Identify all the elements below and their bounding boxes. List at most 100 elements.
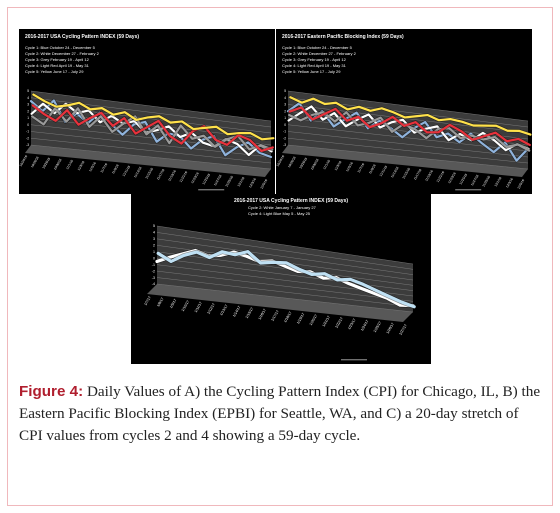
y-tick-label: 4 — [153, 231, 155, 235]
y-tick-label: 1 — [284, 116, 286, 120]
y-tick-label: -3 — [26, 143, 29, 147]
x-tick-label: 1/21/17 — [322, 315, 331, 327]
x-tick-label: 10/26/16 — [30, 155, 40, 168]
y-tick-label: -2 — [26, 136, 29, 140]
x-tick-label: 11/23/16 — [447, 171, 457, 184]
x-tick-label: 11/5/16 — [88, 161, 97, 172]
series-line-light-red — [288, 106, 531, 147]
chart-panel-cpi-20day: 2016-2017 USA Cycling Pattern INDEX (59 … — [131, 194, 431, 364]
x-tick-label: 1/23/17 — [347, 318, 356, 330]
y-tick-label: 1 — [27, 116, 29, 120]
legend-entry-white: Cycle 2: White December 27 - February 2 — [25, 51, 99, 56]
gridline — [156, 238, 414, 275]
x-tick-label: 1/20/17 — [309, 314, 318, 326]
footer-mark — [455, 189, 482, 191]
series-line-grey — [288, 111, 531, 152]
x-tick-label: 1/25/17 — [373, 321, 382, 333]
x-tick-label: 1/26/17 — [386, 322, 395, 334]
y-tick-label: 4 — [284, 96, 286, 100]
x-tick-label: 11/15/16 — [401, 167, 411, 180]
series-line-yellow — [289, 96, 532, 136]
chart-panel-cpi: 2016-2017 USA Cycling Pattern INDEX (59 … — [19, 29, 275, 194]
x-tick-label: 11/9/16 — [368, 163, 377, 174]
gridline — [30, 144, 272, 170]
x-tick-label: 10/28/16 — [41, 157, 51, 170]
series-line-light-red — [31, 104, 274, 153]
x-tick-label: 10/30/16 — [310, 158, 320, 171]
x-tick-label: 11/11/16 — [379, 165, 389, 178]
figure-label: Figure 4: — [19, 383, 84, 400]
legend-entry-light-red: Cycle 4: Light Red April 19 - May 31 — [282, 63, 346, 68]
y-tick-label: -1 — [152, 263, 155, 267]
chart-title: 2016-2017 Eastern Pacific Blocking Index… — [282, 34, 404, 40]
x-tick-label: 11/25/16 — [202, 173, 212, 186]
series-line-blue — [286, 102, 530, 162]
x-tick-label: 12/5/16 — [259, 178, 268, 189]
legend-entry-yellow: Cycle 5: Yellow June 17 - July 29 — [25, 69, 84, 74]
x-tick-label: 11/11/16 — [122, 165, 132, 178]
chart-panel-epbi: 2016-2017 Eastern Pacific Blocking Index… — [276, 29, 532, 194]
gridline — [287, 90, 529, 122]
x-tick-label: 10/24/16 — [19, 154, 28, 167]
x-tick-label: 11/7/16 — [100, 162, 109, 173]
footer-mark — [341, 359, 367, 361]
legend-entry-grey: Cycle 3: Grey February 19 - April 12 — [25, 57, 89, 62]
legend-entry-light-red: Cycle 4: Light Red April 19 - May 31 — [25, 63, 89, 68]
gridline — [287, 104, 529, 134]
x-tick-label: 11/3/16 — [77, 160, 86, 171]
chart-floor — [25, 145, 271, 177]
y-tick-label: 3 — [153, 237, 155, 241]
y-tick-label: 5 — [27, 89, 29, 93]
x-tick-label: 1/18/17 — [283, 311, 292, 323]
gridline — [287, 144, 529, 170]
x-tick-label: 1/17/17 — [270, 310, 279, 322]
figure-caption: Figure 4: Daily Values of A) the Cycling… — [19, 381, 544, 446]
y-tick-label: 5 — [284, 89, 286, 93]
x-tick-label: 1/11/17 — [194, 301, 203, 313]
x-tick-label: 11/15/16 — [144, 167, 154, 180]
x-tick-label: 11/19/16 — [167, 169, 177, 182]
legend-entry-white: Cycle 2: White January 7 - January 27 — [248, 205, 316, 210]
y-tick-label: 0 — [153, 256, 155, 260]
y-tick-label: 3 — [284, 103, 286, 107]
x-tick-label: 11/5/16 — [345, 161, 354, 172]
x-tick-label: 11/9/16 — [111, 163, 120, 174]
x-tick-label: 11/27/16 — [213, 174, 223, 187]
x-tick-label: 1/19/17 — [296, 312, 305, 324]
x-tick-label: 1/13/17 — [219, 304, 228, 316]
gridline — [156, 225, 414, 265]
chart-plot-cpi: 5 4 3 2 1 0 -1 -2 -3 10/24/16 10/26/16 10/28/16 10/3… — [19, 89, 275, 191]
x-tick-label: 11/29/16 — [481, 175, 491, 188]
y-tick-label: -2 — [283, 136, 286, 140]
x-tick-label: 10/26/16 — [287, 155, 297, 168]
x-tick-label: 11/29/16 — [224, 175, 234, 188]
chart-title: 2016-2017 USA Cycling Pattern INDEX (59 … — [234, 198, 349, 204]
chart-floor — [282, 145, 528, 177]
series-line-yellow — [32, 93, 275, 141]
x-tick-label: 10/24/16 — [276, 154, 285, 167]
legend-entry-yellow: Cycle 5: Yellow June 17 - July 29 — [282, 69, 341, 74]
footer-mark — [198, 189, 225, 191]
chart-floor — [147, 284, 413, 322]
x-tick-label: 11/21/16 — [179, 170, 189, 183]
y-tick-label: 0 — [284, 123, 286, 127]
gridline — [30, 124, 272, 152]
y-tick-label: 3 — [27, 103, 29, 107]
gridline — [287, 138, 529, 164]
x-tick-label: 10/30/16 — [53, 158, 63, 171]
y-tick-label: 5 — [153, 224, 155, 228]
gridline — [156, 251, 414, 286]
y-tick-label: 2 — [27, 109, 29, 113]
legend-entry-blue: Cycle 1: Blue October 24 - December 5 — [282, 45, 352, 50]
x-tick-label: 1/12/17 — [206, 303, 215, 315]
y-tick-label: -2 — [152, 269, 155, 273]
x-tick-label: 11/25/16 — [459, 173, 469, 186]
x-tick-label: 11/13/16 — [133, 166, 143, 179]
x-tick-label: 1/16/17 — [258, 308, 267, 320]
legend-entry-grey: Cycle 3: Grey February 19 - April 12 — [282, 57, 346, 62]
y-tick-label: 2 — [284, 109, 286, 113]
gridline — [287, 131, 529, 158]
x-tick-label: 12/3/16 — [505, 177, 514, 188]
chart-back-wall — [288, 91, 528, 169]
y-tick-label: 0 — [27, 123, 29, 127]
